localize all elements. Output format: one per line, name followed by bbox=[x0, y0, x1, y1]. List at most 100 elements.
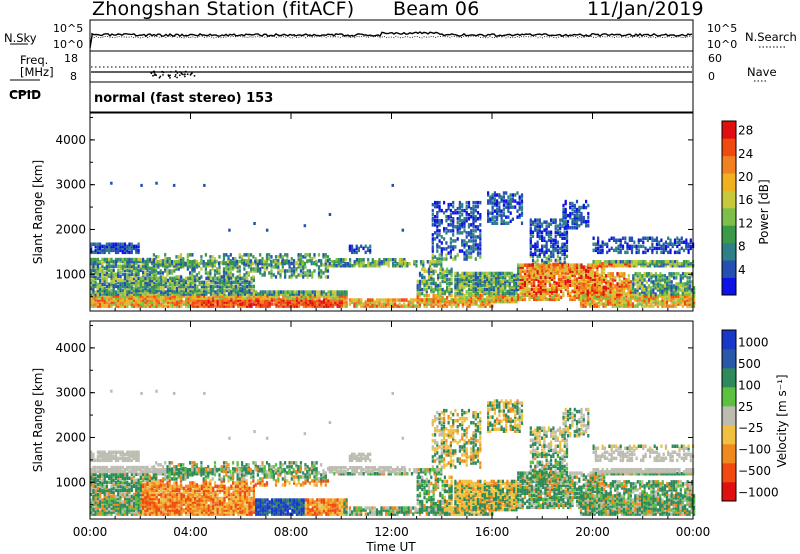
power-cell bbox=[185, 288, 188, 293]
power-cell bbox=[148, 257, 151, 262]
power-cell bbox=[300, 294, 303, 298]
power-cell bbox=[586, 290, 589, 294]
power-cell bbox=[126, 304, 129, 308]
power-cell bbox=[571, 217, 574, 222]
power-cell bbox=[306, 253, 309, 257]
power-cell bbox=[177, 260, 180, 264]
power-cell bbox=[440, 251, 443, 255]
power-cell bbox=[607, 300, 610, 304]
power-cell bbox=[117, 244, 120, 249]
power-cell bbox=[369, 262, 372, 266]
power-cell bbox=[186, 262, 189, 266]
power-cell bbox=[507, 195, 510, 199]
power-cell bbox=[456, 279, 459, 284]
power-cell bbox=[248, 304, 251, 308]
power-cell bbox=[344, 264, 347, 268]
power-cell bbox=[491, 195, 494, 199]
power-cell bbox=[233, 261, 236, 266]
power-cell bbox=[647, 300, 650, 304]
power-cell bbox=[437, 287, 440, 292]
power-cell bbox=[659, 292, 662, 296]
power-cell bbox=[441, 269, 444, 274]
power-cell bbox=[255, 298, 258, 302]
power-cell bbox=[209, 286, 212, 291]
power-cell bbox=[578, 279, 581, 283]
power-cell bbox=[434, 287, 437, 292]
power-cell bbox=[437, 275, 440, 280]
power-cell bbox=[387, 304, 390, 308]
power-cell bbox=[189, 278, 192, 283]
power-cell bbox=[489, 211, 492, 215]
power-cell bbox=[200, 300, 203, 304]
power-cell bbox=[641, 280, 644, 284]
power-cell bbox=[400, 304, 403, 308]
power-cell bbox=[506, 289, 509, 294]
power-cell bbox=[637, 260, 640, 264]
power-cell bbox=[275, 300, 278, 304]
power-cell bbox=[164, 276, 167, 281]
power-cell bbox=[277, 271, 280, 275]
power-cell bbox=[396, 264, 399, 268]
power-cell bbox=[446, 285, 449, 290]
power-cell bbox=[639, 278, 642, 282]
power-cell bbox=[470, 231, 473, 235]
power-cell bbox=[439, 302, 442, 306]
power-cell bbox=[117, 250, 120, 255]
power-cell bbox=[470, 273, 473, 278]
power-cell bbox=[135, 298, 138, 302]
power-cell bbox=[226, 261, 230, 266]
power-cell bbox=[492, 279, 495, 284]
power-cell bbox=[212, 286, 215, 291]
power-cell bbox=[247, 265, 250, 269]
power-cell bbox=[94, 302, 97, 306]
power-cell bbox=[171, 280, 174, 285]
power-cell bbox=[634, 298, 637, 302]
power-cell bbox=[554, 230, 557, 234]
power-cell bbox=[142, 284, 145, 289]
power-cell bbox=[573, 291, 576, 296]
power-cell bbox=[510, 299, 513, 304]
power-cell bbox=[103, 302, 106, 306]
power-cell bbox=[449, 249, 452, 253]
power-cell bbox=[508, 271, 511, 276]
power-cell bbox=[119, 304, 122, 308]
power-cell bbox=[300, 290, 303, 294]
power-cell bbox=[185, 280, 188, 285]
power-cell bbox=[216, 294, 219, 298]
power-cell bbox=[472, 283, 475, 288]
power-cell bbox=[693, 304, 696, 308]
power-cell bbox=[591, 292, 594, 296]
power-cell bbox=[148, 276, 151, 281]
power-cell bbox=[432, 293, 435, 298]
power-cell bbox=[250, 294, 253, 298]
power-cell bbox=[121, 280, 124, 285]
power-cell bbox=[560, 269, 563, 273]
power-cell bbox=[223, 296, 226, 300]
power-cell bbox=[636, 296, 639, 300]
mode-label: normal (fast stereo) 153 bbox=[94, 91, 274, 106]
power-cell bbox=[537, 279, 540, 283]
power-cell bbox=[536, 228, 539, 232]
power-cell bbox=[517, 281, 520, 285]
power-cell bbox=[209, 304, 212, 308]
power-cell bbox=[337, 260, 340, 264]
power-cell bbox=[130, 242, 133, 246]
power-cell bbox=[510, 293, 513, 298]
power-cell bbox=[307, 298, 310, 302]
power-cell bbox=[479, 281, 482, 286]
power-cell bbox=[432, 271, 435, 276]
power-cell bbox=[580, 269, 583, 273]
power-cell bbox=[672, 272, 676, 276]
power-cell bbox=[360, 298, 363, 302]
power-cell bbox=[569, 283, 572, 287]
power-cell bbox=[535, 293, 538, 298]
power-cell bbox=[236, 269, 239, 273]
power-cell bbox=[564, 215, 567, 220]
power-cell bbox=[128, 266, 131, 270]
power-cell bbox=[515, 291, 518, 296]
power-cell bbox=[94, 250, 97, 255]
power-cell bbox=[105, 284, 108, 289]
power-cell bbox=[479, 253, 482, 257]
power-cell bbox=[545, 250, 548, 255]
power-cell bbox=[157, 264, 160, 268]
